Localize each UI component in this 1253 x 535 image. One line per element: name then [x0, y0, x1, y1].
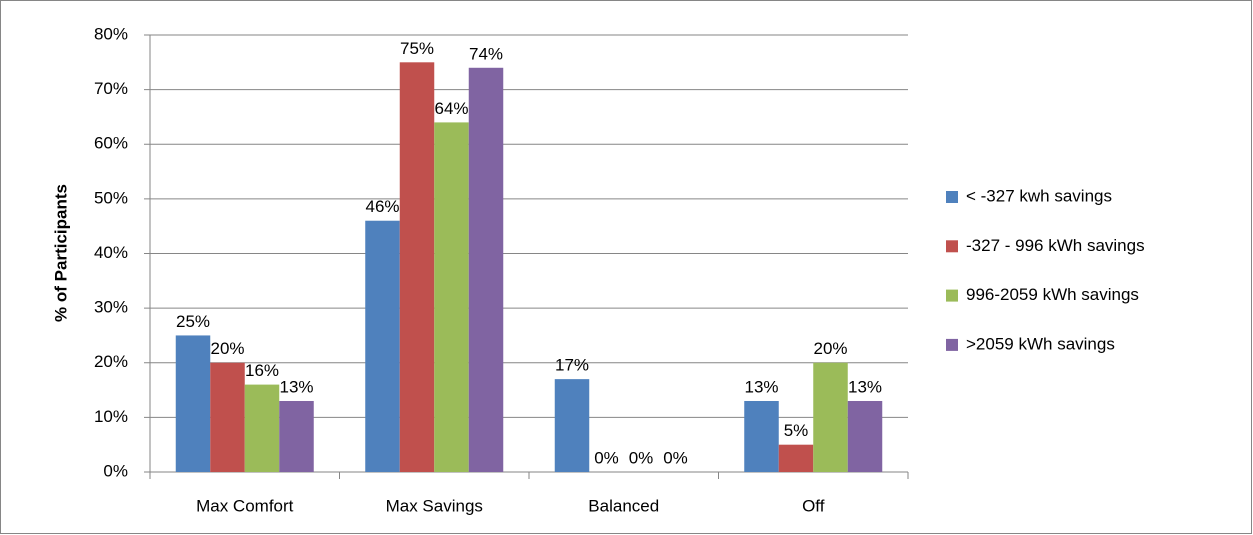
bar [778, 444, 814, 472]
data-label: 20% [210, 339, 244, 358]
bar [399, 62, 435, 472]
data-label: 13% [744, 377, 778, 396]
legend-swatch [946, 289, 958, 302]
legend-swatch [946, 338, 958, 351]
data-label: 75% [400, 39, 434, 58]
legend-label: -327 - 996 kWh savings [966, 236, 1145, 255]
y-tick-label: 20% [94, 352, 128, 371]
y-tick-label: 30% [94, 298, 128, 317]
bar [813, 362, 848, 472]
data-label: 0% [663, 448, 688, 467]
data-label: 13% [848, 377, 882, 396]
legend-label: 996-2059 kWh savings [966, 285, 1139, 304]
x-tick-label: Max Comfort [196, 496, 294, 515]
y-tick-label: 0% [103, 461, 128, 480]
legend-label: >2059 kWh savings [966, 334, 1115, 353]
y-tick-label: 10% [94, 407, 128, 426]
y-axis-title: % of Participants [51, 184, 70, 322]
y-tick-label: 50% [94, 188, 128, 207]
data-label: 25% [176, 312, 210, 331]
data-label: 46% [365, 197, 399, 216]
bar [434, 122, 469, 473]
y-tick-label: 80% [94, 24, 128, 43]
x-tick-label: Off [802, 496, 825, 515]
data-label: 17% [555, 356, 589, 375]
data-label: 16% [245, 361, 279, 380]
y-tick-label: 40% [94, 243, 128, 262]
bar [554, 379, 590, 472]
data-label: 5% [784, 421, 809, 440]
bar [468, 67, 504, 473]
data-label: 13% [279, 377, 313, 396]
legend-swatch [946, 191, 958, 203]
bar [744, 400, 779, 472]
bar [847, 400, 883, 472]
y-tick-label: 60% [94, 134, 128, 153]
data-label: 64% [434, 99, 468, 118]
data-label: 0% [629, 448, 654, 467]
x-tick-label: Balanced [588, 496, 659, 515]
data-label: 20% [813, 339, 847, 358]
data-label: 74% [469, 44, 503, 63]
x-tick-label: Max Savings [386, 496, 483, 515]
data-label: 0% [594, 448, 619, 467]
legend-swatch [946, 240, 958, 253]
bar [279, 400, 314, 472]
bar [210, 362, 245, 472]
y-tick-label: 70% [94, 79, 128, 98]
bar [365, 220, 400, 472]
bar [244, 384, 280, 472]
bar [175, 335, 211, 472]
legend-label: < -327 kwh savings [966, 186, 1112, 205]
